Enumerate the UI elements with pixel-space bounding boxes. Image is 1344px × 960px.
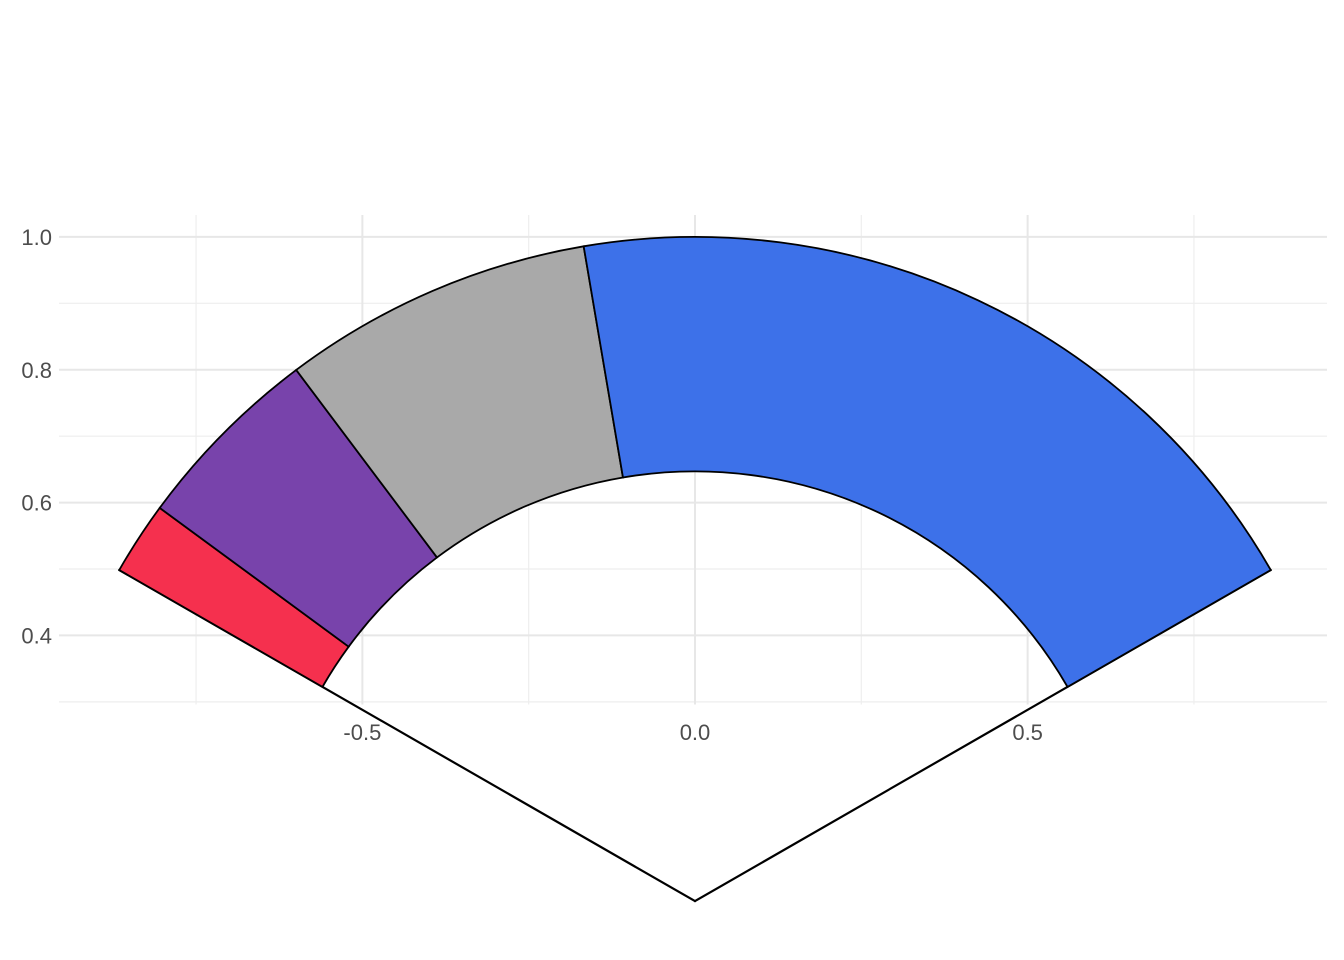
y-tick-label-0.8: 0.8: [21, 358, 52, 383]
x-axis-tick-labels: -0.5 0.0 0.5: [343, 720, 1043, 745]
fan-segments: [117, 236, 1272, 689]
y-axis-tick-labels: 0.4 0.6 0.8 1.0: [21, 225, 52, 649]
y-tick-label-0.6: 0.6: [21, 491, 52, 516]
y-tick-label-0.4: 0.4: [21, 623, 52, 648]
x-tick-label--0.5: -0.5: [343, 720, 381, 745]
fan-gray-segment: [294, 245, 625, 559]
x-tick-label-0.5: 0.5: [1012, 720, 1043, 745]
fan-blue-segment: [582, 236, 1272, 689]
x-tick-label-0.0: 0.0: [680, 720, 711, 745]
y-tick-label-1.0: 1.0: [21, 225, 52, 250]
